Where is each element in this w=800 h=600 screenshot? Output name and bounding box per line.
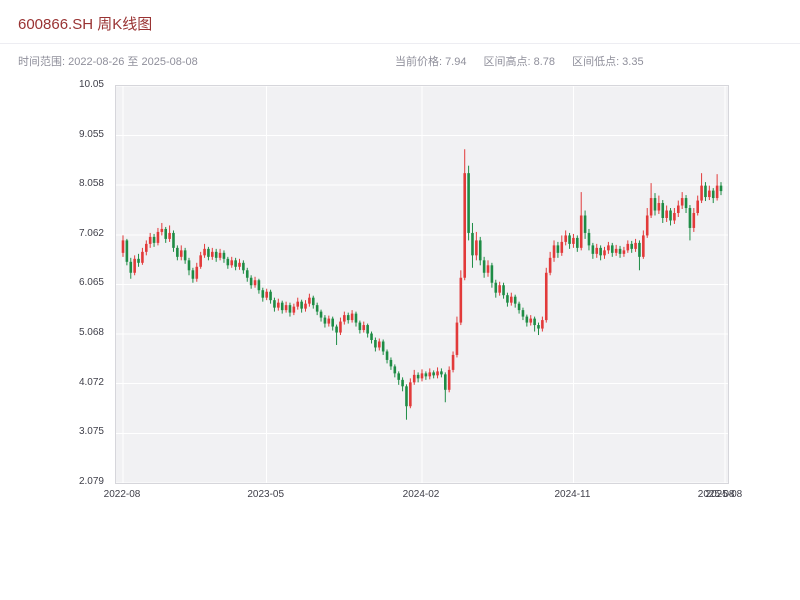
range-high-stat: 区间高点: 8.78 <box>484 56 555 68</box>
page-title: 600866.SH 周K线图 <box>18 16 153 33</box>
range-low-value: 3.35 <box>622 56 644 68</box>
current-price-value: 7.94 <box>445 56 467 68</box>
x-axis-tick-label: 2024-11 <box>554 489 591 500</box>
x-axis-tick-label: 2023-05 <box>247 489 285 500</box>
y-axis-tick-label: 7.062 <box>78 227 104 239</box>
y-axis-tick-label: 3.075 <box>78 426 104 438</box>
price-stats: 当前价格: 7.94 区间高点: 8.78 区间低点: 3.35 <box>395 53 658 69</box>
y-axis-tick-label: 10.05 <box>78 79 104 90</box>
x-axis-tick-label: 2022-08 <box>103 489 141 500</box>
y-axis-tick-label: 5.068 <box>78 327 104 339</box>
range-high-value: 8.78 <box>533 56 556 68</box>
time-range-label: 时间范围: 2022-08-26 至 2025-08-08 <box>18 56 198 68</box>
current-price-stat: 当前价格: 7.94 <box>395 56 466 68</box>
candlestick-plot <box>116 86 728 483</box>
x-axis-tick-label: 2025-08 <box>697 489 735 500</box>
y-axis-tick-label: 6.065 <box>78 277 104 289</box>
range-high-label: 区间高点: <box>483 56 531 68</box>
range-low-label: 区间低点: <box>572 56 620 68</box>
y-axis-tick-label: 9.055 <box>78 128 104 140</box>
x-axis-tick-label: 2025-08 <box>705 489 743 500</box>
y-axis-tick-label: 4.072 <box>78 376 104 388</box>
plot-area <box>115 85 729 484</box>
current-price-label: 当前价格: <box>395 56 443 68</box>
y-axis-tick-label: 8.058 <box>78 178 104 190</box>
range-low-stat: 区间低点: 3.35 <box>572 56 643 68</box>
y-axis-tick-label: 2.079 <box>78 476 104 487</box>
x-axis-tick-label: 2024-02 <box>402 489 440 500</box>
header-divider <box>0 43 800 44</box>
